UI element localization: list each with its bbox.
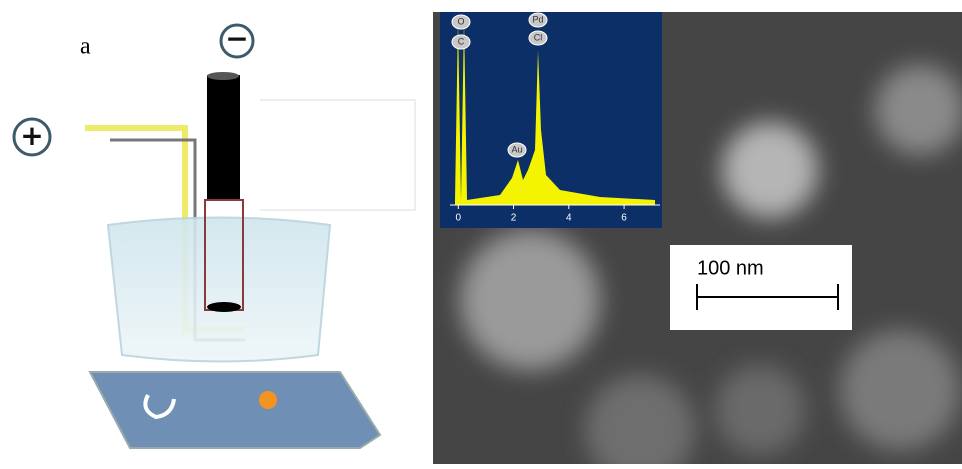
peak-label: Cl: [534, 32, 543, 42]
x-tick-label: 6: [621, 213, 627, 224]
electrode: [207, 75, 240, 200]
anode-sign: +: [20, 119, 43, 152]
panel-a: a − +: [14, 22, 415, 448]
figure: a − + b 0246OCPdClAu: [0, 0, 962, 464]
peak-label: C: [458, 36, 465, 46]
x-tick-label: 2: [511, 213, 517, 224]
peak-label: Au: [511, 144, 522, 154]
x-tick-label: 0: [456, 213, 462, 224]
peak-label: Pd: [532, 14, 543, 24]
heat-icon: [259, 391, 277, 409]
frame: [260, 100, 415, 210]
panel-label: a: [80, 34, 91, 60]
scale-bar-label: 100 nm: [697, 257, 764, 279]
tube-bottom: [207, 302, 241, 312]
x-tick-label: 4: [566, 213, 572, 224]
cathode-sign: −: [225, 22, 248, 55]
hot-plate: [90, 372, 380, 448]
eds-inset: 0 2 4 6 OC Pd Cl Au: [440, 12, 662, 228]
beaker: [108, 218, 330, 362]
electrode-top: [207, 72, 239, 80]
peak-label: O: [457, 16, 464, 26]
